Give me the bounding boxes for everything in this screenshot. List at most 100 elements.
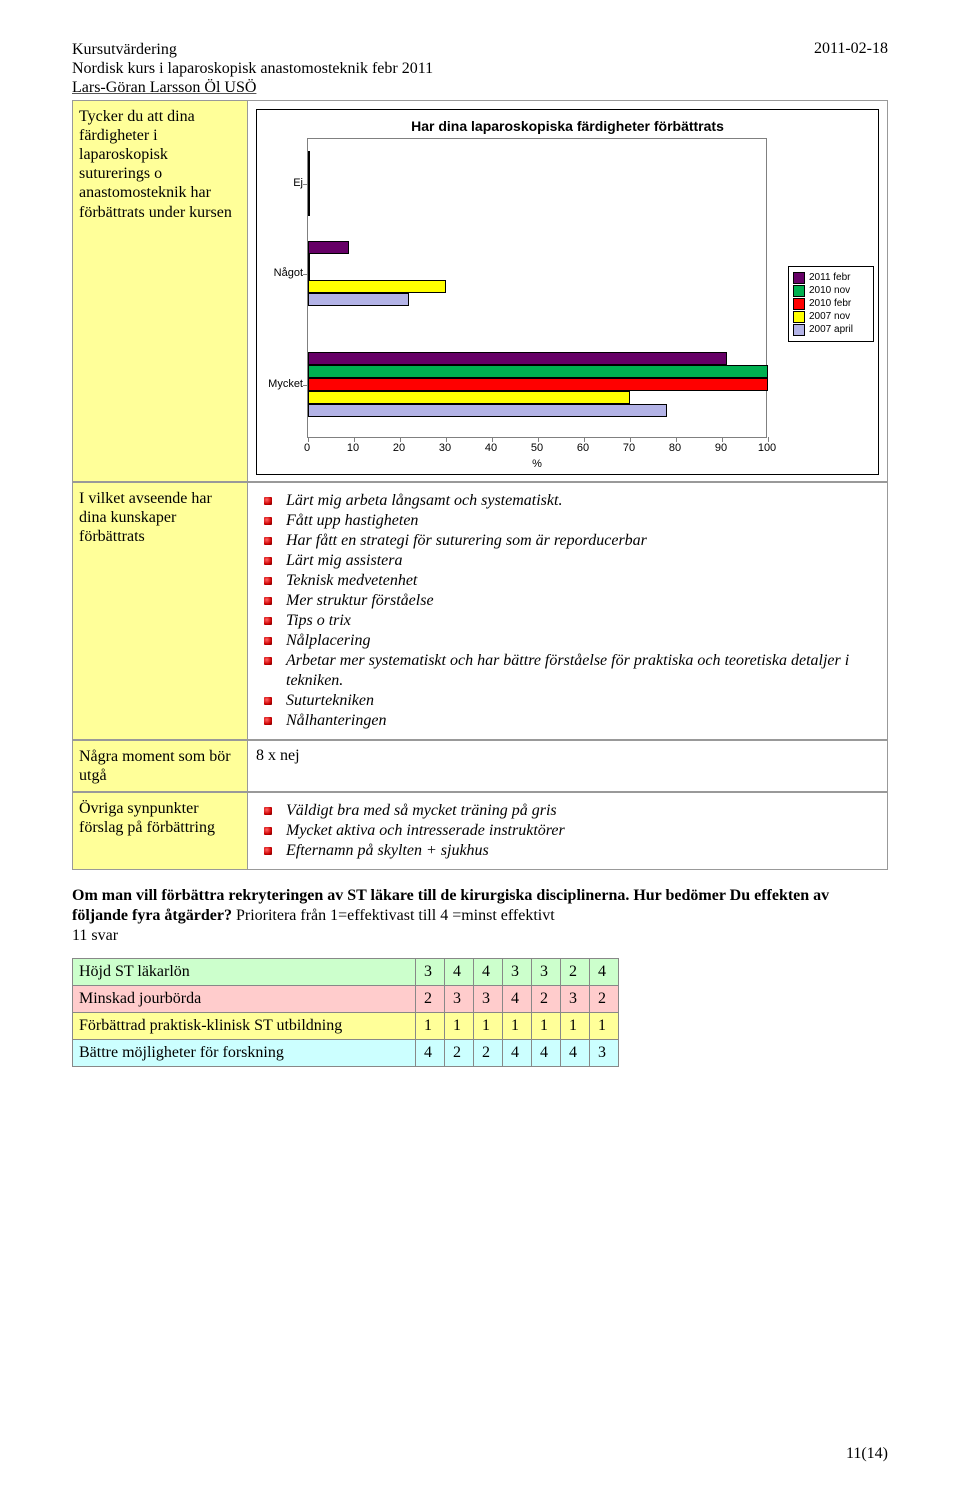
chart-bar xyxy=(308,365,768,378)
chart-bar xyxy=(308,203,310,216)
chart-bar xyxy=(308,352,727,365)
table-row: Höjd ST läkarlön3443324 xyxy=(73,958,619,985)
rank-cell: 1 xyxy=(503,1012,532,1039)
list-item: Väldigt bra med så mycket träning på gri… xyxy=(286,801,879,821)
ylabel-ej: Ej xyxy=(293,177,303,189)
chart-x-tick-label: 70 xyxy=(623,442,635,454)
list-item: Nålplacering xyxy=(286,631,879,651)
rank-cell: 2 xyxy=(532,985,561,1012)
rank-row-label: Minskad jourbörda xyxy=(73,985,416,1012)
chart-bar xyxy=(308,267,310,280)
chart-title: Har dina laparoskopiska färdigheter förb… xyxy=(257,118,878,134)
rank-cell: 4 xyxy=(445,958,474,985)
header-date: 2011-02-18 xyxy=(814,40,888,58)
list-item: Lärt mig arbeta långsamt och systematisk… xyxy=(286,491,879,511)
rank-cell: 3 xyxy=(590,1039,619,1066)
rank-cell: 3 xyxy=(445,985,474,1012)
chart-legend-item: 2010 nov xyxy=(793,285,869,297)
rank-cell: 2 xyxy=(445,1039,474,1066)
legend-label: 2011 febr xyxy=(809,272,851,283)
chart-x-tick-label: 40 xyxy=(485,442,497,454)
chart-container: Har dina laparoskopiska färdigheter förb… xyxy=(256,109,879,475)
rank-intro: Om man vill förbättra rekryteringen av S… xyxy=(72,886,888,946)
list-item: Lärt mig assistera xyxy=(286,551,879,571)
chart-x-tick-label: 50 xyxy=(531,442,543,454)
rank-cell: 4 xyxy=(590,958,619,985)
chart-x-tick-label: 90 xyxy=(715,442,727,454)
chart-bar xyxy=(308,151,310,164)
chart-legend-item: 2007 nov xyxy=(793,311,869,323)
list-item: Tips o trix xyxy=(286,611,879,631)
rank-intro-line3: 11 svar xyxy=(72,927,118,944)
table-row: Bättre möjligheter för forskning4224443 xyxy=(73,1039,619,1066)
chart-x-tick-label: 20 xyxy=(393,442,405,454)
q2-label: I vilket avseende har dina kunskaper för… xyxy=(72,482,248,740)
chart-x-axis-title: % xyxy=(307,458,767,470)
chart-bar xyxy=(308,254,310,267)
legend-swatch xyxy=(793,285,805,297)
legend-label: 2010 nov xyxy=(809,285,850,296)
legend-swatch xyxy=(793,324,805,336)
chart-legend: 2011 febr 2010 nov 2010 febr 2007 nov 2007 a… xyxy=(788,266,874,342)
legend-swatch xyxy=(793,298,805,310)
rank-cell: 1 xyxy=(474,1012,503,1039)
header-line3: Lars-Göran Larsson Öl USÖ xyxy=(72,78,888,97)
chart-x-tick-label: 30 xyxy=(439,442,451,454)
chart-x-tick-label: 0 xyxy=(304,442,310,454)
q4-label: Övriga synpunkter förslag på förbättring xyxy=(72,792,248,870)
rank-cell: 1 xyxy=(416,1012,445,1039)
rank-cell: 3 xyxy=(416,958,445,985)
list-item: Har fått en strategi för suturering som … xyxy=(286,531,879,551)
rank-cell: 1 xyxy=(445,1012,474,1039)
table-row: Minskad jourbörda2334232 xyxy=(73,985,619,1012)
chart-x-tick-label: 10 xyxy=(347,442,359,454)
rank-cell: 2 xyxy=(590,985,619,1012)
rank-cell: 4 xyxy=(532,1039,561,1066)
rank-cell: 4 xyxy=(561,1039,590,1066)
rank-cell: 4 xyxy=(416,1039,445,1066)
rank-cell: 2 xyxy=(561,958,590,985)
q4-answers: Väldigt bra med så mycket träning på gri… xyxy=(248,792,888,870)
rank-cell: 3 xyxy=(474,985,503,1012)
chart-bar xyxy=(308,280,446,293)
chart-y-labels: Ej Något Mycket xyxy=(261,138,307,470)
chart-bar xyxy=(308,404,667,417)
legend-label: 2007 nov xyxy=(809,311,850,322)
list-item: Fått upp hastigheten xyxy=(286,511,879,531)
header-line2: Nordisk kurs i laparoskopisk anastomoste… xyxy=(72,59,888,78)
chart-bar xyxy=(308,391,630,404)
rank-row-label: Bättre möjligheter för forskning xyxy=(73,1039,416,1066)
q2-answers: Lärt mig arbeta långsamt och systematisk… xyxy=(248,482,888,740)
chart-legend-item: 2010 febr xyxy=(793,298,869,310)
chart-x-axis-labels: 0102030405060708090100 xyxy=(307,442,767,456)
list-item: Suturtekniken xyxy=(286,691,879,711)
rank-cell: 2 xyxy=(474,1039,503,1066)
list-item: Teknisk medvetenhet xyxy=(286,571,879,591)
legend-label: 2007 april xyxy=(809,324,853,335)
legend-label: 2010 febr xyxy=(809,298,851,309)
header-line1: Kursutvärdering xyxy=(72,40,888,59)
rank-cell: 3 xyxy=(532,958,561,985)
chart-x-tick-label: 80 xyxy=(669,442,681,454)
list-item: Arbetar mer systematiskt och har bättre … xyxy=(286,651,879,691)
rank-row-label: Höjd ST läkarlön xyxy=(73,958,416,985)
ylabel-mycket: Mycket xyxy=(268,378,303,390)
chart-bar xyxy=(308,293,409,306)
chart-bar xyxy=(308,190,310,203)
q3-answer: 8 x nej xyxy=(248,740,888,792)
rank-cell: 1 xyxy=(561,1012,590,1039)
chart-bar xyxy=(308,241,349,254)
chart-plot-area xyxy=(307,138,767,438)
rank-intro-line2: Prioritera från 1=effektivast till 4 =mi… xyxy=(236,907,555,924)
rank-cell: 1 xyxy=(590,1012,619,1039)
legend-swatch xyxy=(793,311,805,323)
q1-label: Tycker du att dina färdigheter i laparos… xyxy=(72,100,248,482)
table-row: Förbättrad praktisk-klinisk ST utbildnin… xyxy=(73,1012,619,1039)
rank-cell: 1 xyxy=(532,1012,561,1039)
rank-table: Höjd ST läkarlön3443324Minskad jourbörda… xyxy=(72,958,619,1067)
rank-cell: 4 xyxy=(474,958,503,985)
legend-swatch xyxy=(793,272,805,284)
list-item: Mycket aktiva och intresserade instruktö… xyxy=(286,821,879,841)
chart-x-tick-label: 60 xyxy=(577,442,589,454)
chart-legend-item: 2011 febr xyxy=(793,272,869,284)
